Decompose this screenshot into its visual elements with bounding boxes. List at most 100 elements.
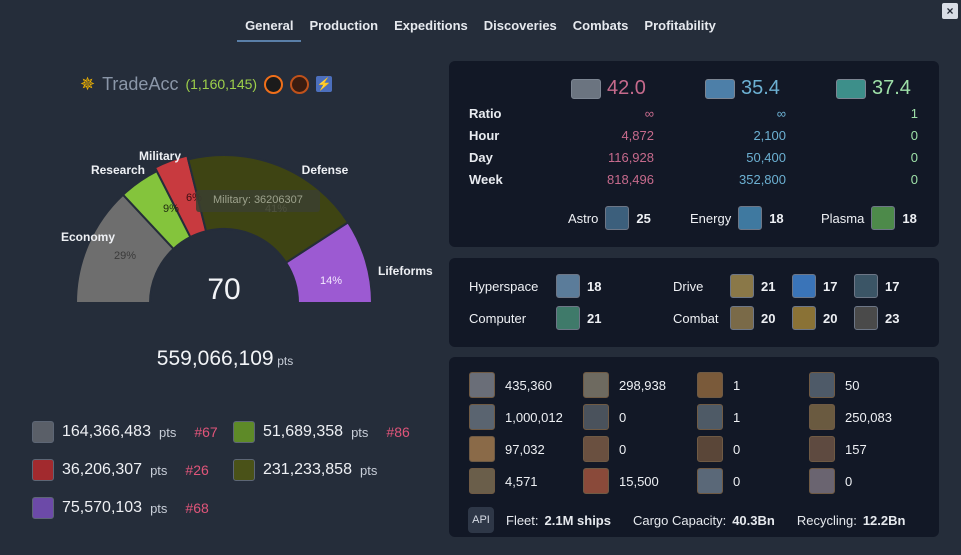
tech-value: 21 xyxy=(587,310,602,326)
chart-segment-lifeforms[interactable] xyxy=(284,221,374,304)
week-metal: 818,496 xyxy=(607,172,654,187)
tech-value: 23 xyxy=(885,310,900,326)
ship-icon xyxy=(697,468,723,494)
tech-value: 18 xyxy=(587,278,602,294)
tech-label: Combat xyxy=(673,310,719,326)
category-research: 51,689,358 pts #86 xyxy=(233,421,410,443)
economy-icon xyxy=(32,421,54,443)
ship-cell: 435,360 xyxy=(469,372,552,398)
lifeforms-icon xyxy=(32,497,54,519)
impulse-drive-icon xyxy=(792,274,816,298)
ratio-deuterium: 1 xyxy=(910,106,918,121)
hour-deuterium: 0 xyxy=(910,128,918,143)
hyperspace-icon xyxy=(556,274,580,298)
hyperspace-drive-icon xyxy=(854,274,878,298)
week-crystal: 352,800 xyxy=(739,172,786,187)
category-unit: pts xyxy=(150,462,168,478)
category-value: 51,689,358 xyxy=(263,423,344,440)
link-icon[interactable]: ⚡ xyxy=(316,76,333,92)
ship-cell: 0 xyxy=(583,404,626,430)
ship-icon xyxy=(583,468,609,494)
row-label-day: Day xyxy=(469,150,493,165)
ship-count: 157 xyxy=(845,441,867,457)
segment-label-economy: Economy xyxy=(61,230,115,244)
tech-hyperspace: Hyperspace 18 xyxy=(469,274,601,298)
metal-head: 42.0 xyxy=(571,77,646,100)
close-button[interactable]: × xyxy=(942,3,958,19)
segment-percent-lifeforms: 14% xyxy=(320,275,342,287)
tab-production[interactable]: Production xyxy=(309,18,379,33)
ship-cell: 0 xyxy=(697,468,740,494)
tab-discoveries[interactable]: Discoveries xyxy=(483,18,557,33)
tech-label: Energy xyxy=(690,210,732,226)
day-crystal: 50,400 xyxy=(746,150,786,165)
ship-count: 4,571 xyxy=(505,473,538,489)
tech-value: 18 xyxy=(769,210,784,226)
ship-count: 97,032 xyxy=(505,441,545,457)
ship-cell: 4,571 xyxy=(469,468,538,494)
deuterium-icon xyxy=(836,78,866,99)
ship-cell: 0 xyxy=(809,468,852,494)
category-unit: pts xyxy=(351,424,369,440)
category-rank[interactable]: #86 xyxy=(386,424,410,440)
row-label-hour: Hour xyxy=(469,128,500,143)
tech-computer: Computer 21 xyxy=(469,306,601,330)
deuterium-head: 37.4 xyxy=(836,77,911,100)
ship-icon xyxy=(583,436,609,462)
category-rank[interactable]: #68 xyxy=(185,500,209,516)
ratio-crystal: ∞ xyxy=(776,106,786,121)
player-score: (1,160,145) xyxy=(185,76,258,92)
tab-expeditions[interactable]: Expeditions xyxy=(394,18,468,33)
armour-icon xyxy=(854,306,878,330)
crystal-icon xyxy=(705,78,735,99)
tab-profitability[interactable]: Profitability xyxy=(644,18,716,33)
total-points: 559,066,109 pts xyxy=(0,347,450,371)
fleet-panel: 435,360 298,938 1 50 1,000,012 0 1 250,0… xyxy=(449,357,939,537)
points-chart: Economy Research Military Defense Lifefo… xyxy=(61,149,433,306)
tab-general[interactable]: General xyxy=(237,10,302,42)
combustion-drive-icon xyxy=(730,274,754,298)
fleet-label: Fleet: xyxy=(506,512,539,528)
player-name[interactable]: TradeAcc xyxy=(102,73,179,94)
segment-label-military: Military xyxy=(139,149,181,163)
ship-count: 50 xyxy=(845,377,860,393)
tech-value: 21 xyxy=(761,278,776,294)
ship-icon xyxy=(809,372,835,398)
category-value: 36,206,307 xyxy=(62,461,143,478)
ship-cell: 15,500 xyxy=(583,468,659,494)
alliance-crest-icon: ✵ xyxy=(80,73,96,94)
day-metal: 116,928 xyxy=(607,150,654,165)
ship-icon xyxy=(583,372,609,398)
ship-icon xyxy=(583,404,609,430)
military-icon xyxy=(32,459,54,481)
category-rank[interactable]: #67 xyxy=(194,424,218,440)
ship-icon xyxy=(469,468,495,494)
category-rank[interactable]: #26 xyxy=(185,462,209,478)
ship-cell: 0 xyxy=(583,436,626,462)
ship-count: 1 xyxy=(733,377,741,393)
total-points-unit: pts xyxy=(277,354,294,368)
tech-plasma: Plasma 18 xyxy=(821,206,917,230)
category-defense: 231,233,858 pts xyxy=(233,459,377,481)
tech-value: 20 xyxy=(823,310,838,326)
api-button[interactable]: API xyxy=(468,507,494,533)
officer-badge-icon xyxy=(290,74,310,94)
segment-label-defense: Defense xyxy=(302,163,349,177)
ship-count: 1,000,012 xyxy=(505,409,563,425)
ship-cell: 298,938 xyxy=(583,372,666,398)
ship-icon xyxy=(469,436,495,462)
category-value: 231,233,858 xyxy=(263,461,352,478)
tech-astro: Astro 25 xyxy=(568,206,651,230)
row-label-ratio: Ratio xyxy=(469,106,502,121)
ship-cell: 1 xyxy=(697,372,740,398)
hour-metal: 4,872 xyxy=(621,128,654,143)
ship-count: 250,083 xyxy=(845,409,892,425)
fleet-value: 2.1M ships xyxy=(544,512,611,528)
resources-panel: 42.0 35.4 37.4 Ratio ∞ ∞ 1 Hour 4,872 2,… xyxy=(449,61,939,247)
segment-percent-research: 9% xyxy=(163,203,179,215)
ship-icon xyxy=(469,404,495,430)
astrophysics-icon xyxy=(605,206,630,230)
tech-label: Drive xyxy=(673,278,704,294)
tab-combats[interactable]: Combats xyxy=(572,18,629,33)
ship-count: 435,360 xyxy=(505,377,552,393)
